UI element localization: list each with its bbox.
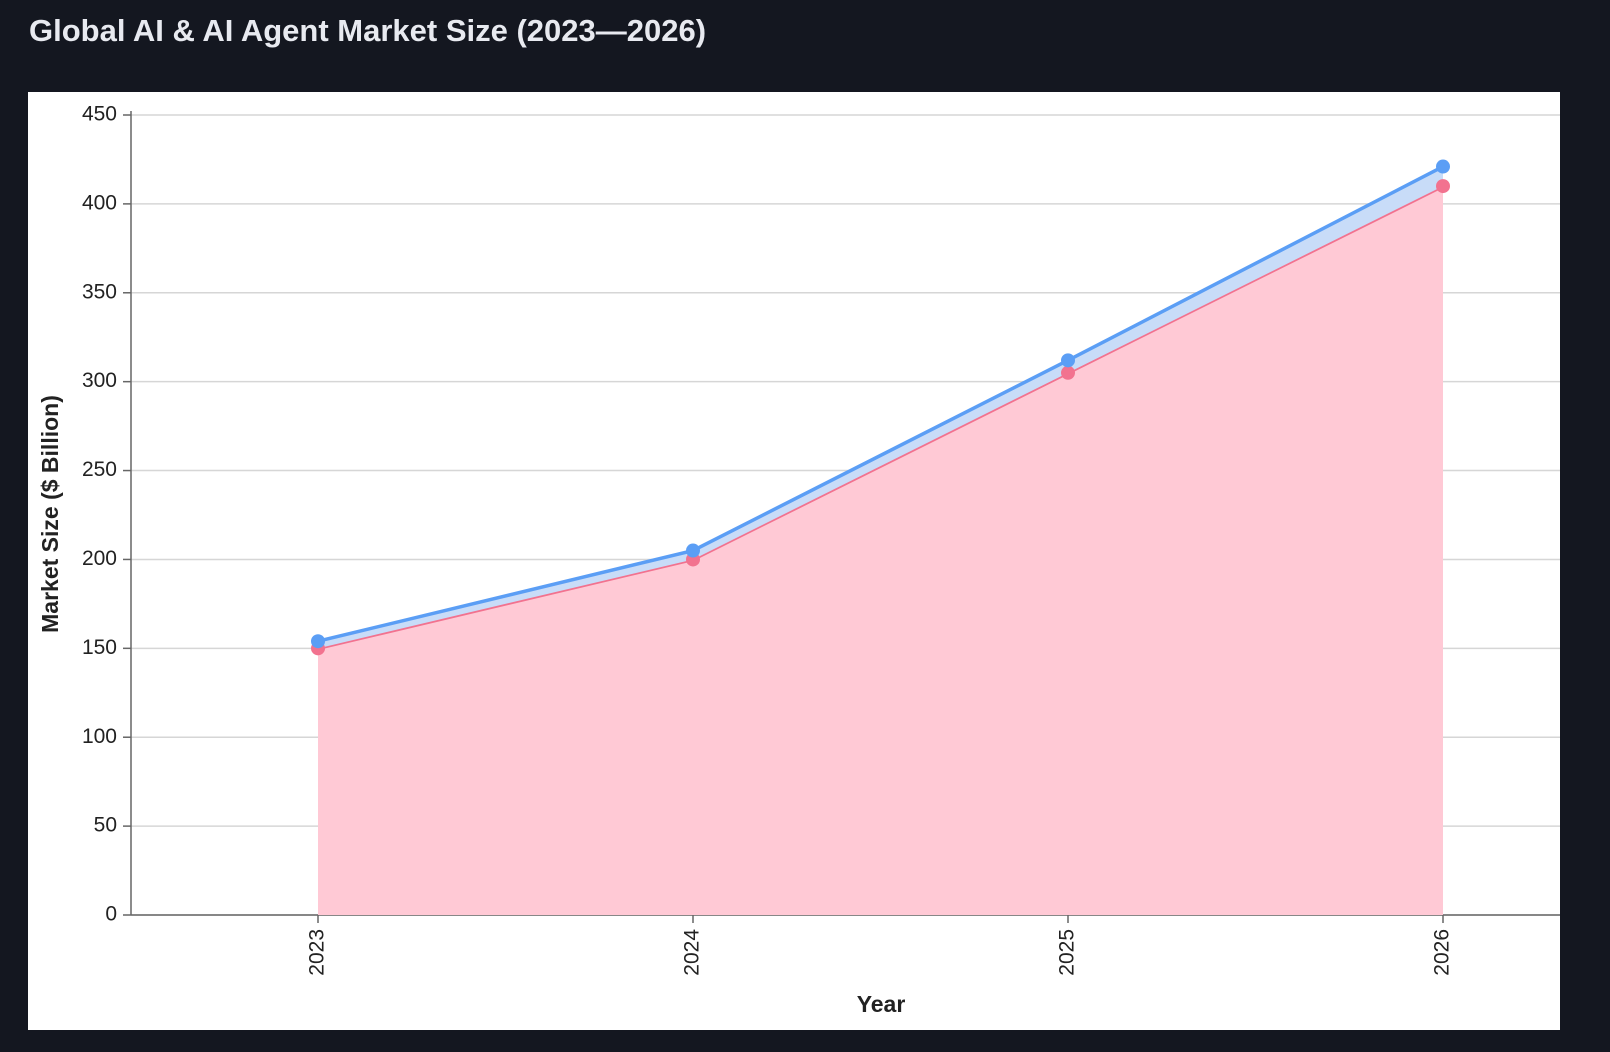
- y-tick-label: 150: [82, 636, 117, 659]
- point: [1061, 353, 1075, 368]
- line: [317, 165, 1444, 643]
- y-tick-label: 50: [94, 814, 117, 837]
- y-tick-label: 0: [105, 903, 117, 926]
- y-tick-label: 400: [82, 191, 117, 214]
- y-tick-label: 300: [82, 369, 117, 392]
- point: [686, 543, 700, 558]
- chart-title: Global AI & AI Agent Market Size (2023—2…: [29, 13, 706, 48]
- x-tick-label: 2026: [1431, 929, 1454, 976]
- y-tick-label: 450: [82, 103, 117, 126]
- y-tick-label: 100: [82, 725, 117, 748]
- y-tick-label: 200: [82, 547, 117, 570]
- x-tick-label: 2023: [306, 929, 329, 976]
- point: [1061, 365, 1075, 380]
- point: [1436, 179, 1450, 194]
- point: [311, 634, 325, 649]
- point: [1436, 159, 1450, 174]
- x-tick-label: 2025: [1056, 929, 1079, 976]
- area: [318, 186, 1443, 916]
- x-axis-title: Year: [857, 991, 906, 1017]
- x-tick-label: 2024: [681, 929, 704, 976]
- y-axis-title: Market Size ($ Billion): [37, 395, 63, 633]
- y-tick-label: 350: [82, 280, 117, 303]
- y-tick-label: 250: [82, 458, 117, 481]
